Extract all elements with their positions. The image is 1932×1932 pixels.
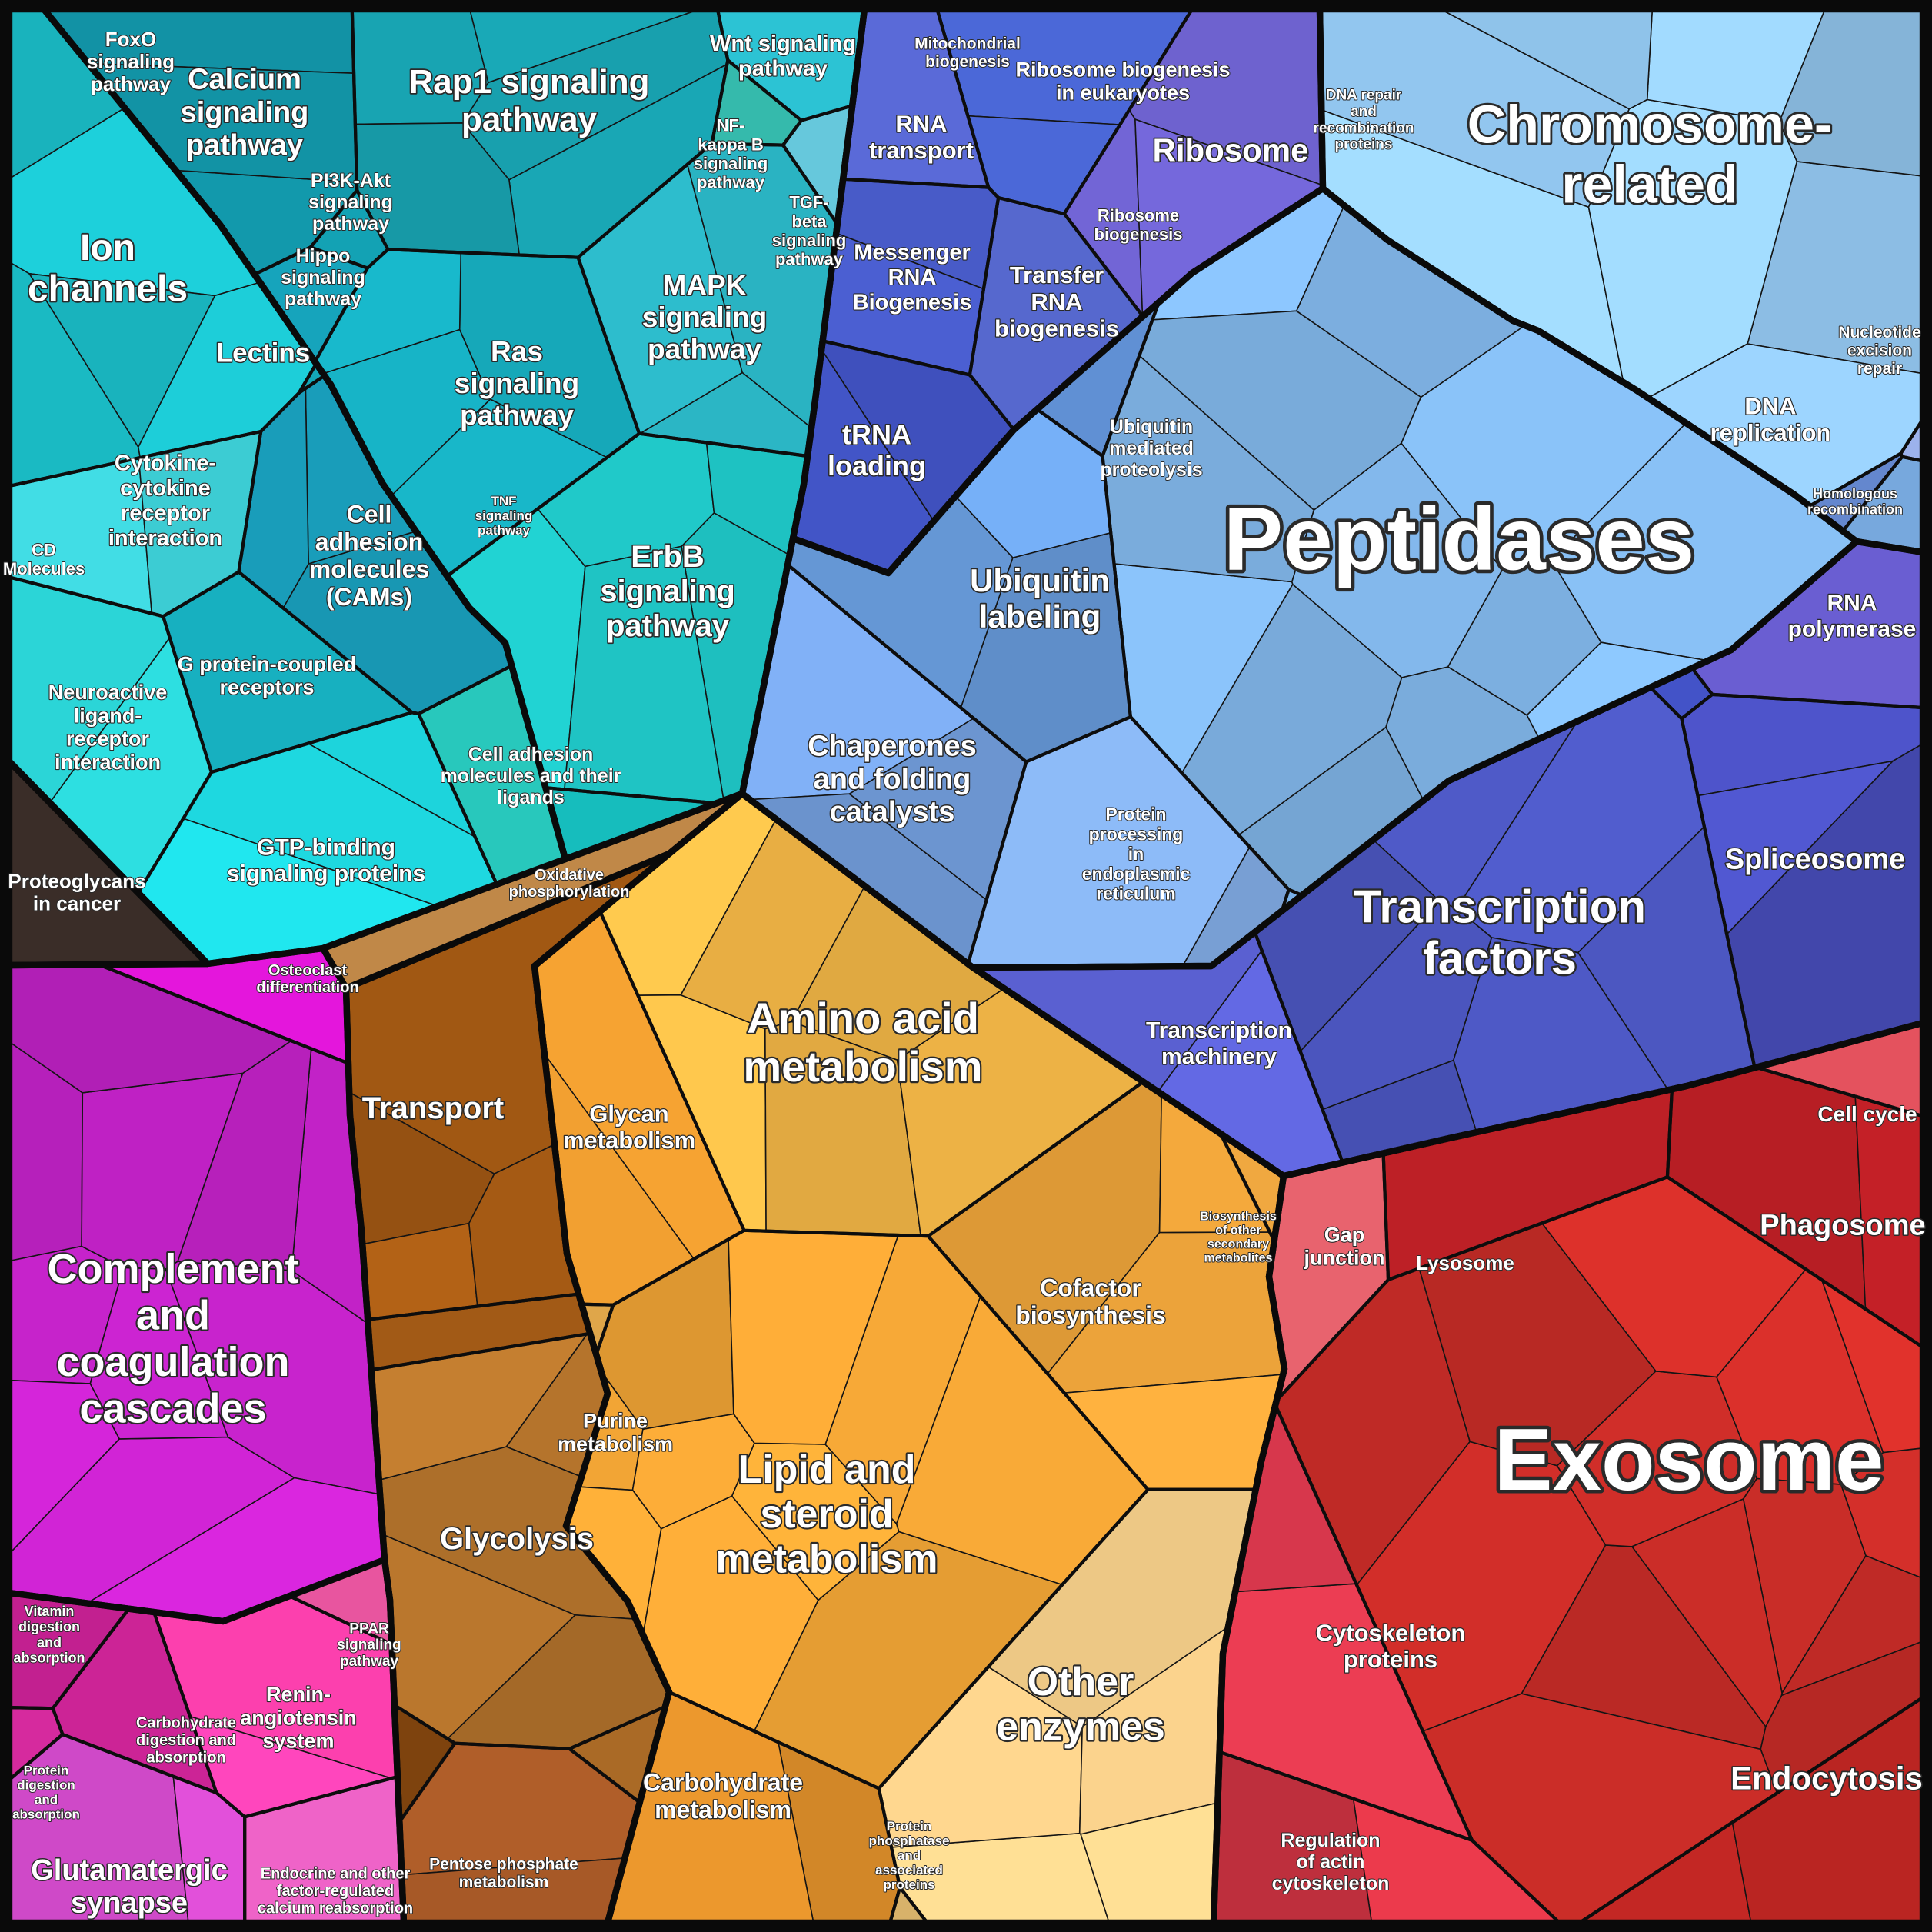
svg-text:Phagosome: Phagosome xyxy=(1760,1209,1925,1241)
svg-text:Transport: Transport xyxy=(362,1091,504,1125)
svg-text:Peptidases: Peptidases xyxy=(1224,489,1695,589)
svg-text:Cell cycle: Cell cycle xyxy=(1817,1102,1917,1126)
svg-text:Lysosome: Lysosome xyxy=(1416,1251,1514,1274)
svg-text:Spliceosome: Spliceosome xyxy=(1725,843,1905,875)
svg-text:Glycolysis: Glycolysis xyxy=(440,1522,594,1556)
svg-text:Ribosome: Ribosome xyxy=(1152,132,1308,168)
svg-text:Exosome: Exosome xyxy=(1494,1411,1884,1509)
svg-text:Lectins: Lectins xyxy=(216,338,311,368)
svg-text:Endocytosis: Endocytosis xyxy=(1730,1760,1923,1797)
svg-text:Chromosome-related: Chromosome-related xyxy=(1467,94,1832,214)
